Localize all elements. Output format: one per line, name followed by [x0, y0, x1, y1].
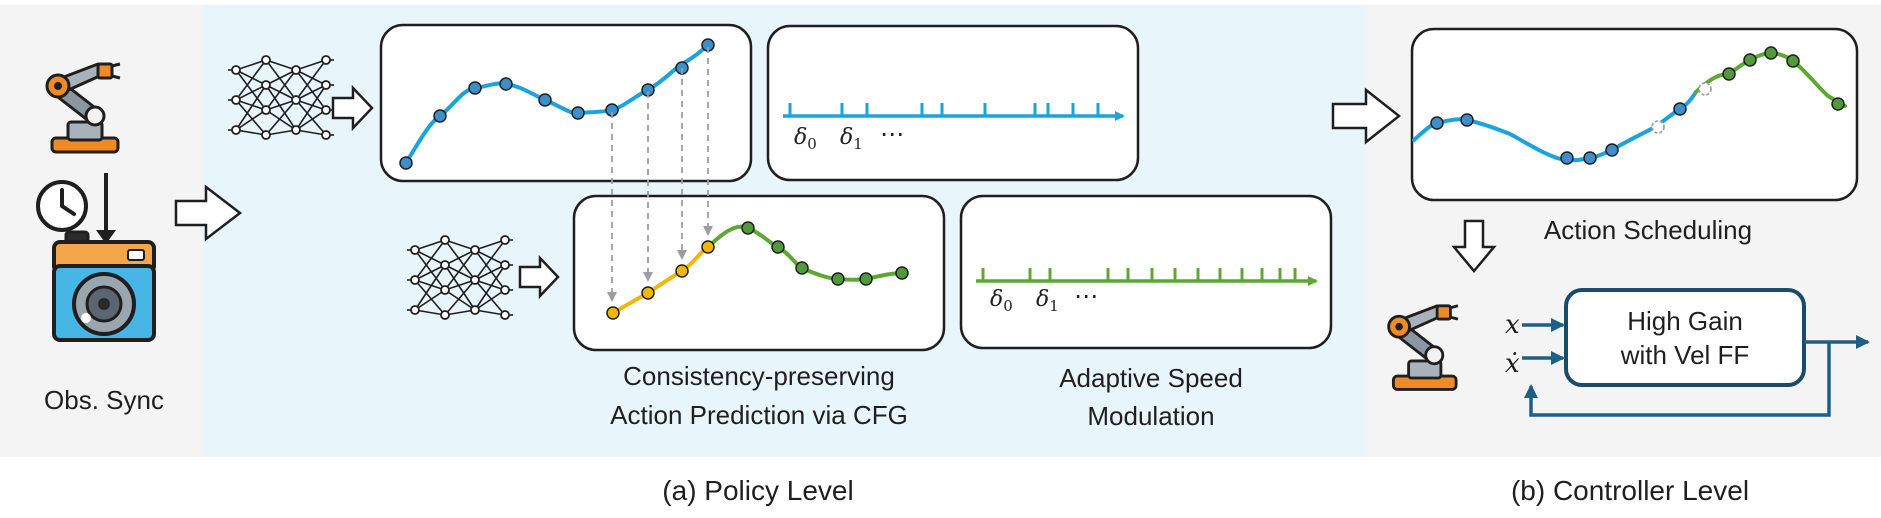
- speed-label-line1: Adaptive Speed: [1059, 363, 1243, 393]
- policy-to-controller-arrow: [1331, 87, 1402, 145]
- controller-line2: with Vel FF: [1620, 340, 1750, 370]
- scheduled-green-point: [1786, 54, 1800, 68]
- green-point: [859, 272, 873, 286]
- top-delta0: δ0: [794, 125, 817, 153]
- bottom-trajectory-panel: [572, 194, 946, 352]
- feedback-loop-arrow: [1524, 342, 1831, 417]
- yellow-point: [701, 240, 715, 254]
- yellow-point: [606, 306, 620, 320]
- scheduled-point: [1583, 151, 1597, 165]
- trajectory-point: [538, 93, 552, 107]
- scheduled-point: [1560, 151, 1574, 165]
- scheduling-label: Action Scheduling: [1544, 215, 1752, 245]
- scheduled-point: [1460, 113, 1474, 127]
- yellow-point: [641, 286, 655, 300]
- green-point: [741, 221, 755, 235]
- policy-level-caption: (a) Policy Level: [662, 475, 853, 506]
- controller-line1: High Gain: [1627, 306, 1743, 336]
- input-x-label: x: [1505, 310, 1520, 340]
- green-point: [771, 240, 785, 254]
- yellow-trajectory-curve: [611, 245, 710, 315]
- sync-down-arrow: [96, 173, 116, 244]
- trajectory-point: [399, 156, 413, 170]
- bottom-timeline-panel: [959, 194, 1333, 350]
- top-ellipsis: ⋯: [880, 121, 904, 148]
- bottom-delta0: δ0: [990, 287, 1013, 315]
- top-trajectory-curve: [404, 43, 710, 165]
- observation-label: Obs. Sync: [44, 385, 164, 415]
- trajectory-point: [499, 77, 513, 91]
- controller-level-caption: (b) Controller Level: [1511, 475, 1749, 506]
- scheduled-point: [1605, 143, 1619, 157]
- prediction-label-line1: Consistency-preserving: [623, 361, 895, 391]
- skipped-point: [1698, 82, 1712, 96]
- bottom-ellipsis: ⋯: [1074, 283, 1098, 310]
- scheduling-panel: [1410, 27, 1859, 202]
- bottom-timeline-ticks: [981, 268, 1297, 281]
- clock-icon: [36, 180, 88, 232]
- green-point: [895, 266, 909, 280]
- camera-icon: [52, 230, 156, 342]
- top-network-arrow: [331, 84, 374, 132]
- obs-to-policy-arrow: [174, 184, 243, 242]
- trajectory-point: [468, 81, 482, 95]
- scheduled-point: [1673, 102, 1687, 116]
- trajectory-point: [571, 106, 585, 120]
- top-timeline-panel: [766, 24, 1140, 182]
- top-delta1: δ1: [840, 125, 863, 153]
- scheduled-point: [1430, 116, 1444, 130]
- scheduling-down-arrow: [1451, 219, 1497, 273]
- scheduled-green-point: [1764, 46, 1778, 60]
- speed-label-line2: Modulation: [1087, 401, 1214, 431]
- top-trajectory-panel: [379, 23, 753, 183]
- input-xdot-label: ẋ: [1505, 349, 1520, 379]
- prediction-label-line2: Action Prediction via CFG: [610, 400, 908, 430]
- bottom-network-arrow: [518, 254, 560, 300]
- scheduling-blue-curve: [1412, 90, 1698, 163]
- trajectory-point: [433, 109, 447, 123]
- scheduled-green-point: [1743, 53, 1757, 67]
- skipped-point: [1651, 120, 1665, 134]
- controller-block: [1564, 288, 1806, 387]
- scheduled-green-point: [1722, 67, 1736, 81]
- top-timeline-ticks: [788, 103, 1100, 116]
- green-point: [795, 261, 809, 275]
- green-point: [831, 272, 845, 286]
- scheduled-green-point: [1831, 97, 1845, 111]
- consistency-dashed-arrows: [607, 47, 713, 302]
- bottom-delta1: δ1: [1036, 287, 1059, 315]
- yellow-point: [675, 264, 689, 278]
